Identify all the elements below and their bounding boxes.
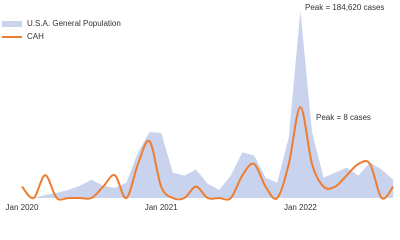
area [22,10,394,198]
chart: Jan 2020 Jan 2021 Jan 2022 U.S.A. General P… [2,3,394,212]
x-tick-label: Jan 2021 [145,203,178,212]
line [21,106,394,201]
x-tick-label: Jan 2022 [284,203,317,212]
legend-label: CAH [27,32,44,41]
annotation: Peak = 8 cases [316,113,371,122]
legend-swatch [2,21,22,27]
annotation: Peak = 184,620 cases [305,3,384,12]
legend-label: U.S.A. General Population [27,19,121,28]
x-tick-label: Jan 2020 [6,203,39,212]
